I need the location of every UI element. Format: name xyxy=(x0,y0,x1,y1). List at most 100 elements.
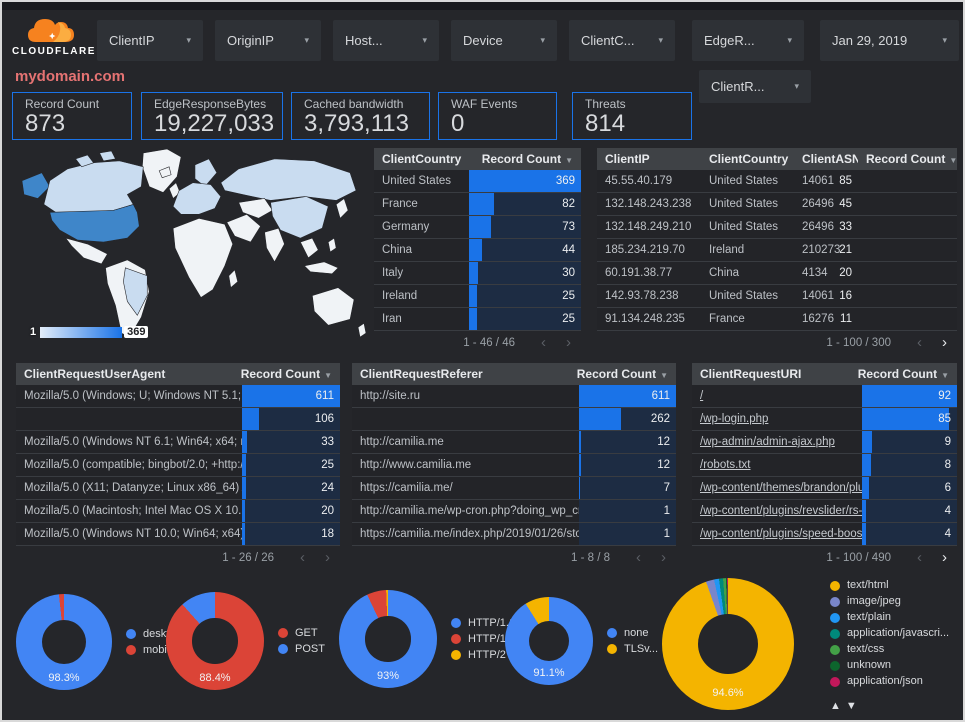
prev-page-icon[interactable]: ‹ xyxy=(541,334,546,351)
filter-host[interactable]: Host... ▾ xyxy=(333,20,439,61)
filter-clientip[interactable]: ClientIP ▾ xyxy=(97,20,203,61)
filter-clientrequest[interactable]: ClientR... ▾ xyxy=(699,70,811,103)
legend-dot-icon xyxy=(830,596,840,607)
donut-chart[interactable]: 98.3% xyxy=(16,594,112,690)
donut-chart[interactable]: 94.6% xyxy=(662,578,794,710)
column-header-sorted[interactable]: Record Count ▼ xyxy=(481,152,573,166)
scroll-down-icon[interactable]: ▼ xyxy=(845,700,857,712)
legend-dot-icon xyxy=(607,628,617,638)
filter-edgeresponse[interactable]: EdgeR... ▾ xyxy=(692,20,804,61)
column-header[interactable]: ClientIP xyxy=(605,152,650,166)
pagination: 1 - 100 / 490 ‹ › xyxy=(692,550,957,566)
top-strip xyxy=(2,2,963,10)
donut-tls-version: 91.1% none TLSv... xyxy=(505,597,658,685)
cell-country: Italy xyxy=(382,267,404,279)
donut-percent-label: 94.6% xyxy=(712,687,744,699)
column-header[interactable]: ClientASN xyxy=(802,152,858,166)
legend-dot-icon xyxy=(126,645,136,655)
legend-dot-icon xyxy=(451,650,461,660)
sort-desc-icon: ▼ xyxy=(324,371,332,380)
cell-record-count: 18 xyxy=(242,523,340,545)
filter-clientcountry[interactable]: ClientC... ▾ xyxy=(569,20,675,61)
cell-record-count: 7 xyxy=(579,477,676,499)
column-header[interactable]: ClientRequestUserAgent xyxy=(24,367,166,381)
table-header: ClientRequestURI Record Count ▼ xyxy=(692,363,957,385)
legend-item: HTTP/2 xyxy=(451,649,506,662)
table-row: Mozilla/5.0 (Windows; U; Windows NT 5.1;… xyxy=(16,385,340,408)
uri-link[interactable]: /wp-content/plugins/speed-booste... xyxy=(700,528,862,540)
legend-item: text/html xyxy=(830,579,949,592)
cell-record-count: 25 xyxy=(469,285,581,307)
scorecard-label: WAF Events xyxy=(451,97,518,111)
column-header-sorted[interactable]: Record Count ▼ xyxy=(857,367,949,381)
cell-record-count: 25 xyxy=(242,454,340,476)
table-row: http://camilia.me/wp-cron.php?doing_wp_c… xyxy=(352,500,676,523)
donut-chart[interactable]: 88.4% xyxy=(166,592,264,690)
scroll-up-icon[interactable]: ▲ xyxy=(830,700,841,712)
uri-link[interactable]: /wp-login.php xyxy=(700,413,769,425)
cell-record-count: 6 xyxy=(862,477,957,499)
legend-dot-icon xyxy=(451,618,461,628)
table-client-ip: ClientIP ClientCountry ClientASN Record … xyxy=(597,148,957,351)
pagination-range: 1 - 26 / 26 xyxy=(222,552,274,564)
date-range-picker[interactable]: Jan 29, 2019 ▾ xyxy=(820,20,959,61)
filter-originip[interactable]: OriginIP ▾ xyxy=(215,20,321,61)
column-header[interactable]: ClientRequestURI xyxy=(700,367,802,381)
prev-page-icon[interactable]: ‹ xyxy=(300,549,305,566)
filter-device[interactable]: Device ▾ xyxy=(451,20,557,61)
uri-link[interactable]: /wp-content/themes/brandon/plu... xyxy=(700,482,862,494)
world-map-chart[interactable]: 1 369 xyxy=(16,147,367,350)
table-row: China 44 xyxy=(374,239,581,262)
sort-desc-icon: ▼ xyxy=(565,156,573,165)
uri-link[interactable]: /wp-content/plugins/revslider/rs-p... xyxy=(700,505,862,517)
donut-chart[interactable]: 93% xyxy=(339,590,437,688)
prev-page-icon[interactable]: ‹ xyxy=(917,334,922,351)
chevron-down-icon: ▾ xyxy=(787,35,792,45)
scorecard-cached-bandwidth: Cached bandwidth 3,793,113 xyxy=(291,92,430,140)
table-row: /wp-content/plugins/revslider/rs-p... 4 xyxy=(692,500,957,523)
legend-dot-icon xyxy=(451,634,461,644)
column-header[interactable]: ClientCountry xyxy=(382,152,462,166)
column-header-sorted[interactable]: Record Count ▼ xyxy=(240,367,332,381)
cell-record-count: 12 xyxy=(579,454,676,476)
legend-item: TLSv... xyxy=(607,643,658,656)
filter-label: Host... xyxy=(345,33,383,48)
column-header[interactable]: ClientCountry xyxy=(709,152,789,166)
table-row: Mozilla/5.0 (X11; Datanyze; Linux x86_64… xyxy=(16,477,340,500)
uri-link[interactable]: /wp-admin/admin-ajax.php xyxy=(700,436,835,448)
donut-percent-label: 88.4% xyxy=(199,672,231,684)
scorecard-label: Record Count xyxy=(25,97,100,111)
cell-record-count: 4 xyxy=(862,523,957,545)
prev-page-icon[interactable]: ‹ xyxy=(636,549,641,566)
pagination: 1 - 46 / 46 ‹ › xyxy=(374,335,581,351)
filter-label: ClientIP xyxy=(109,33,155,48)
column-header-sorted[interactable]: Record Count ▼ xyxy=(576,367,668,381)
cell-record-count: 85 xyxy=(862,408,957,430)
next-page-icon[interactable]: › xyxy=(325,549,330,566)
legend-item: POST xyxy=(278,643,325,656)
next-page-icon[interactable]: › xyxy=(566,334,571,351)
cell-country: Iran xyxy=(382,313,402,325)
next-page-icon[interactable]: › xyxy=(661,549,666,566)
donut-chart[interactable]: 91.1% xyxy=(505,597,593,685)
next-page-icon[interactable]: › xyxy=(942,549,947,566)
table-row: Mozilla/5.0 (Windows NT 6.1; Win64; x64;… xyxy=(16,431,340,454)
table-row: Ireland 25 xyxy=(374,285,581,308)
donut-percent-label: 93% xyxy=(376,670,400,682)
scorecard-label: Cached bandwidth xyxy=(304,97,404,111)
uri-link[interactable]: /robots.txt xyxy=(700,459,751,471)
legend-item: image/jpeg xyxy=(830,595,949,608)
prev-page-icon[interactable]: ‹ xyxy=(917,549,922,566)
uri-link[interactable]: / xyxy=(700,390,704,402)
donut-legend: text/html image/jpeg text/plain applicat… xyxy=(830,576,949,712)
column-header[interactable]: ClientRequestReferer xyxy=(360,367,483,381)
table-row: /wp-admin/admin-ajax.php 9 xyxy=(692,431,957,454)
legend-dot-icon xyxy=(830,644,840,655)
legend-gradient-bar xyxy=(40,326,123,338)
table-client-country: ClientCountry Record Count ▼ United State… xyxy=(374,148,581,351)
pagination-range: 1 - 46 / 46 xyxy=(463,337,515,349)
table-row: 142.93.78.238 United States 14061 16 xyxy=(597,285,957,308)
cell-record-count: 9 xyxy=(862,431,957,453)
next-page-icon[interactable]: › xyxy=(942,334,947,351)
column-header-sorted[interactable]: Record Count ▼ xyxy=(866,152,957,166)
